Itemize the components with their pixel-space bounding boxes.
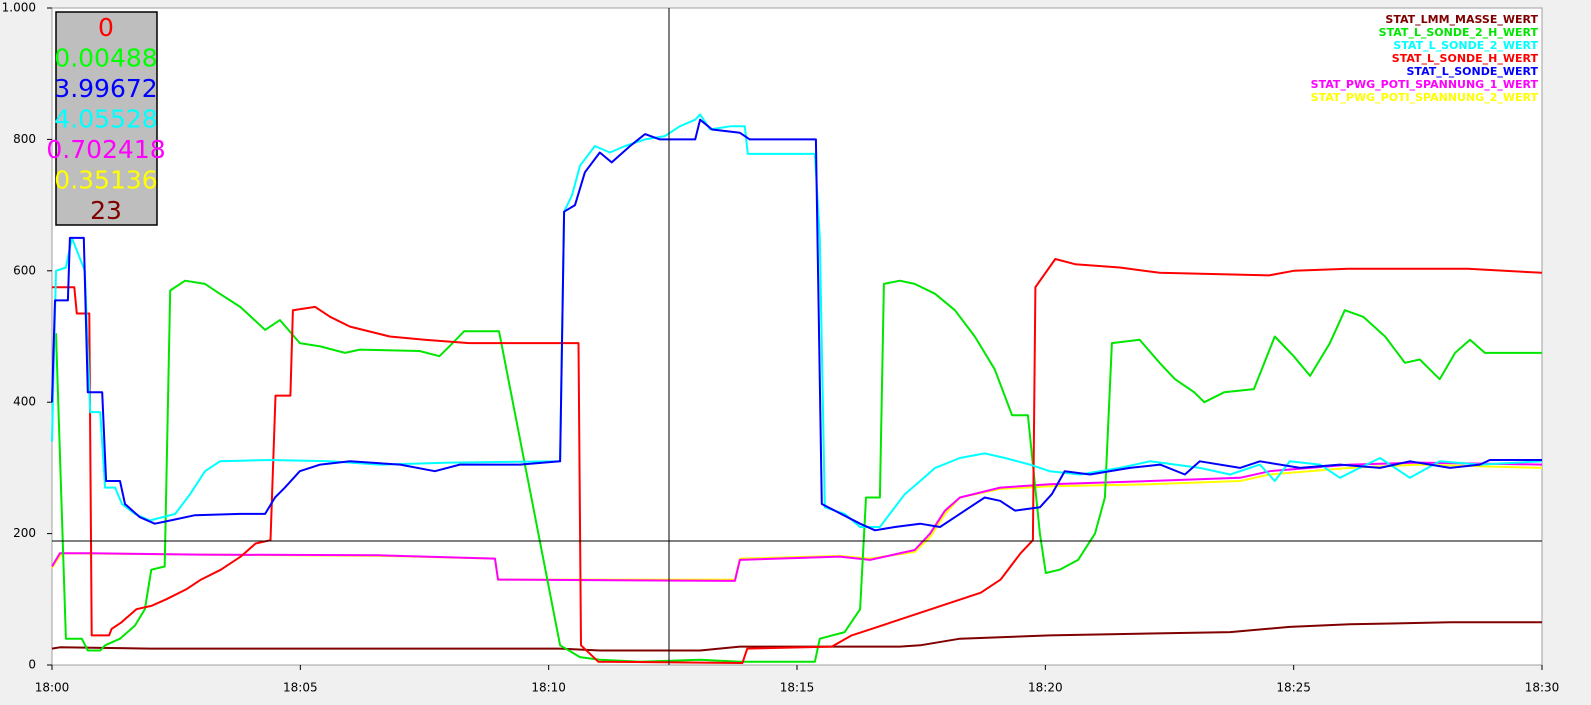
readout-value: 0.00488 [54,44,157,73]
legend-entry: STAT_PWG_POTI_SPANNUNG_1_WERT [1311,78,1539,91]
readout-box [55,11,158,226]
series-line [51,118,1542,532]
legend-entry: STAT_L_SONDE_2_WERT [1393,39,1538,52]
readout-value: 3.99672 [54,74,157,103]
x-tick-label: 18:20 [1028,681,1063,695]
x-tick-label: 18:30 [1525,681,1560,695]
series-line [52,258,1543,664]
x-tick-label: 18:05 [283,681,318,695]
x-tick-label: 18:25 [1276,681,1311,695]
series-line [55,279,1542,663]
series-line [51,621,1542,652]
y-tick-label: 600 [13,263,36,277]
readout-value: 23 [90,196,122,225]
y-tick-label: 800 [13,132,36,146]
y-tick-label: 1.000 [2,1,36,15]
y-tick-label: 200 [13,526,36,540]
readout-value: 0 [98,13,114,42]
plot-area [51,7,1543,666]
legend-entry: STAT_L_SONDE_2_H_WERT [1379,26,1539,39]
y-tick-label: 400 [13,395,36,409]
legend-entry: STAT_LMM_MASSE_WERT [1385,13,1538,26]
readout-value: 0.702418 [46,135,165,164]
legend-entry: STAT_L_SONDE_H_WERT [1392,52,1539,65]
y-tick-label: 0 [28,658,36,672]
x-tick-label: 18:10 [531,681,566,695]
x-tick-label: 18:00 [35,681,70,695]
legend-entry: STAT_L_SONDE_WERT [1407,65,1539,78]
series-line [51,461,1543,582]
readout-value: 0.35136 [54,166,157,195]
readout-value: 4.05528 [54,105,157,134]
x-tick-label: 18:15 [780,681,815,695]
legend-entry: STAT_PWG_POTI_SPANNUNG_2_WERT [1311,91,1539,104]
